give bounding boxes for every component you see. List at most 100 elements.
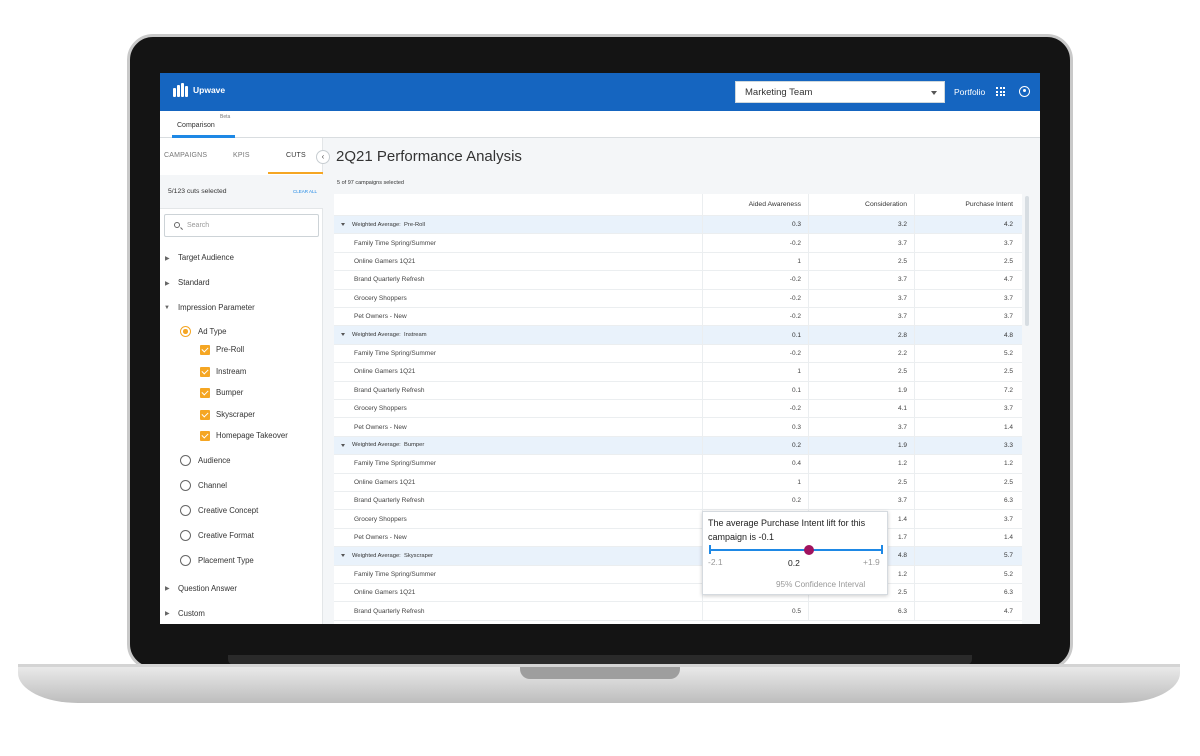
search-placeholder: Search	[187, 222, 210, 229]
group-row[interactable]: Weighted Average: Bumper 0.2 1.9 3.3	[334, 436, 1022, 456]
radio-channel[interactable]	[180, 480, 191, 491]
consideration-value: 2.8	[808, 326, 914, 344]
chevron-right-icon[interactable]: ▶	[165, 256, 170, 262]
purchase-intent-value: 3.3	[914, 436, 1020, 455]
laptop-notch	[520, 667, 680, 679]
group-label: Weighted Average:	[352, 221, 401, 228]
aided-awareness-value: 0.3	[702, 418, 808, 436]
tab-cuts[interactable]: CUTS	[286, 152, 306, 159]
table-row[interactable]: Family Time Spring/Summer -0.2 3.7 3.7	[334, 234, 1022, 253]
purchase-intent-value: 4.7	[914, 271, 1020, 289]
table-row[interactable]: Brand Quarterly Refresh 0.1 1.9 7.2	[334, 381, 1022, 400]
top-bar: Upwave Marketing Team Portfolio	[160, 73, 1040, 111]
campaign-name: Brand Quarterly Refresh	[354, 276, 425, 284]
section-question-answer[interactable]: Question Answer	[178, 584, 237, 593]
purchase-intent-value: 1.2	[914, 455, 1020, 473]
table-row[interactable]: Pet Owners - New -0.2 3.7 3.7	[334, 308, 1022, 327]
column-header-consideration[interactable]: Consideration	[808, 194, 914, 215]
user-account-icon[interactable]	[1019, 86, 1030, 97]
chevron-right-icon[interactable]: ▶	[165, 586, 170, 592]
tab-comparison[interactable]: Comparison	[177, 122, 215, 129]
table-row[interactable]: Online Gamers 1Q21 1 2.5 2.5	[334, 363, 1022, 382]
chevron-down-icon[interactable]	[341, 443, 345, 447]
checkbox-skyscraper[interactable]	[200, 410, 210, 420]
table-row[interactable]: Brand Quarterly Refresh 0.5 6.3 4.7	[334, 602, 1022, 621]
apps-grid-icon[interactable]	[996, 87, 1005, 96]
radio-audience[interactable]	[180, 455, 191, 466]
chevron-right-icon[interactable]: ▶	[165, 281, 170, 287]
laptop-hinge	[228, 655, 972, 665]
app-screen: Upwave Marketing Team Portfolio Beta Com…	[160, 73, 1040, 624]
consideration-value: 4.1	[808, 400, 914, 418]
table-scrollbar[interactable]	[1025, 196, 1029, 326]
tab-campaigns[interactable]: CAMPAIGNS	[164, 152, 208, 159]
aided-awareness-value: 0.4	[702, 455, 808, 473]
logo[interactable]: Upwave	[173, 83, 225, 97]
team-select[interactable]: Marketing Team	[735, 81, 945, 103]
section-custom[interactable]: Custom	[178, 609, 205, 618]
group-name: Weighted Average: Bumper	[352, 437, 692, 454]
radio-ad-type[interactable]	[180, 326, 191, 337]
campaign-name: Online Gamers 1Q21	[354, 478, 416, 486]
radio-creative-format[interactable]	[180, 530, 191, 541]
team-select-value: Marketing Team	[745, 87, 813, 98]
table-row[interactable]: Family Time Spring/Summer 0.4 1.2 1.2	[334, 455, 1022, 474]
tab-kpis[interactable]: KPIS	[233, 152, 250, 159]
purchase-intent-value: 6.3	[914, 492, 1020, 510]
ad-type-bumper: Bumper	[216, 388, 244, 397]
column-header-aided-awareness[interactable]: Aided Awareness	[702, 194, 808, 215]
consideration-value: 3.7	[808, 418, 914, 436]
checkbox-instream[interactable]	[200, 367, 210, 377]
group-row[interactable]: Weighted Average: Instream 0.1 2.8 4.8	[334, 326, 1022, 345]
campaign-name: Family Time Spring/Summer	[354, 239, 436, 247]
chevron-down-icon[interactable]: ▼	[164, 305, 170, 311]
column-header-purchase-intent[interactable]: Purchase Intent	[914, 194, 1020, 215]
group-row[interactable]: Weighted Average: Skyscraper 4.8 5.7	[334, 547, 1022, 566]
table-row[interactable]: Grocery Shoppers 1.4 3.7	[334, 510, 1022, 529]
portfolio-link[interactable]: Portfolio	[954, 87, 986, 97]
aided-awareness-value: 0.2	[702, 492, 808, 510]
search-icon	[174, 222, 180, 228]
table-row[interactable]: Pet Owners - New 0.3 3.7 1.4	[334, 418, 1022, 437]
collapse-sidebar-button[interactable]: ‹	[316, 150, 330, 164]
chevron-down-icon	[931, 91, 937, 95]
chevron-right-icon[interactable]: ▶	[165, 611, 170, 617]
table-row[interactable]: Brand Quarterly Refresh 0.2 3.7 6.3	[334, 492, 1022, 511]
beta-badge: Beta	[220, 114, 231, 120]
active-tab-indicator	[172, 135, 235, 138]
table-row[interactable]: Grocery Shoppers -0.2 4.1 3.7	[334, 400, 1022, 419]
radio-placement-type[interactable]	[180, 555, 191, 566]
chevron-down-icon[interactable]	[341, 554, 345, 558]
section-target-audience[interactable]: Target Audience	[178, 253, 234, 262]
aided-awareness-value: -0.2	[702, 234, 808, 252]
checkbox-bumper[interactable]	[200, 388, 210, 398]
section-impression-parameter[interactable]: Impression Parameter	[178, 303, 255, 312]
campaign-name: Pet Owners - New	[354, 423, 407, 431]
checkbox-pre-roll[interactable]	[200, 345, 210, 355]
table-row[interactable]: Brand Quarterly Refresh -0.2 3.7 4.7	[334, 271, 1022, 290]
radio-creative-concept[interactable]	[180, 505, 191, 516]
section-standard[interactable]: Standard	[178, 278, 210, 287]
group-ad-type: Pre-Roll	[404, 221, 425, 228]
search-input[interactable]: Search	[164, 214, 319, 237]
consideration-value: 3.7	[808, 234, 914, 252]
group-ad-type: Bumper	[404, 442, 425, 449]
table-row[interactable]: Family Time Spring/Summer 1.2 5.2	[334, 565, 1022, 584]
table-row[interactable]: Pet Owners - New 1.7 1.4	[334, 528, 1022, 548]
group-label: Weighted Average:	[352, 552, 401, 559]
interval-min-tick	[709, 545, 711, 554]
chevron-down-icon[interactable]	[341, 333, 345, 337]
table-row[interactable]: Online Gamers 1Q21 1 2.5 2.5	[334, 473, 1022, 492]
checkbox-homepage-takeover[interactable]	[200, 431, 210, 441]
table-row[interactable]: Online Gamers 1Q21 2.5 6.3	[334, 584, 1022, 603]
sub-nav: Beta Comparison	[160, 111, 1040, 138]
clear-all-button[interactable]: CLEAR ALL	[293, 189, 318, 194]
chevron-down-icon[interactable]	[341, 223, 345, 226]
table-row[interactable]: Family Time Spring/Summer -0.2 2.2 5.2	[334, 344, 1022, 364]
table-row[interactable]: Online Gamers 1Q21 1 2.5 2.5	[334, 252, 1022, 272]
tooltip-text: The average Purchase Intent lift for thi…	[708, 518, 866, 542]
group-row[interactable]: Weighted Average: Pre-Roll 0.3 3.2 4.2	[334, 216, 1022, 235]
interval-min-label: -2.1	[708, 557, 723, 567]
consideration-value: 3.2	[808, 216, 914, 234]
table-row[interactable]: Grocery Shoppers -0.2 3.7 3.7	[334, 289, 1022, 308]
